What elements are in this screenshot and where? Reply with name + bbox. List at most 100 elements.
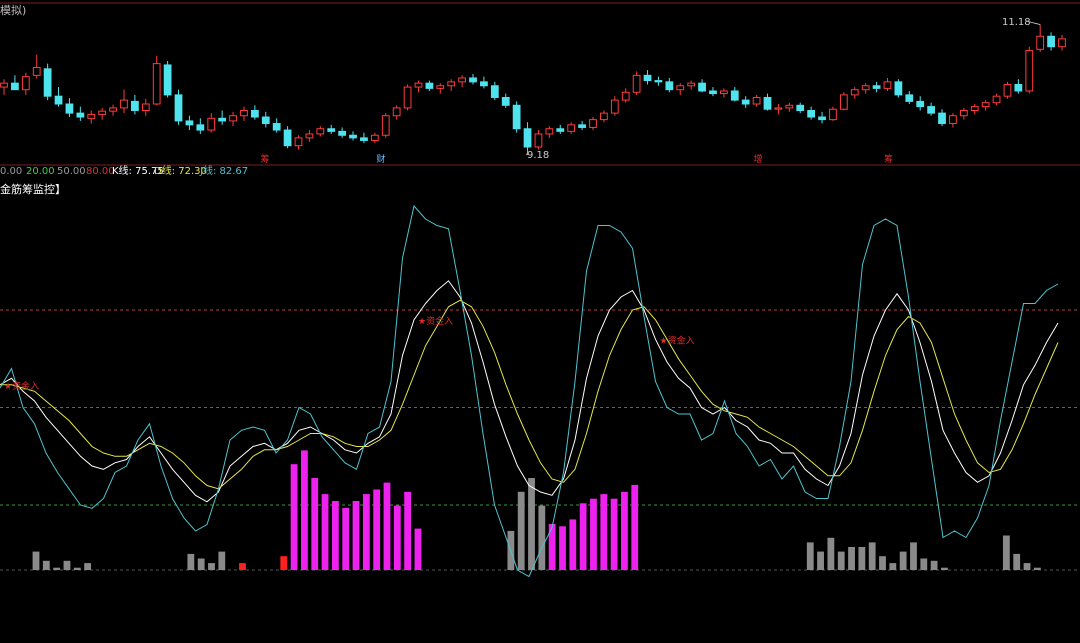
histogram-bar (941, 567, 948, 570)
histogram-bar (73, 567, 81, 570)
candle-body (120, 99, 128, 109)
histogram-bar (197, 558, 205, 570)
candle-body (534, 133, 543, 148)
candle-body (1025, 50, 1034, 92)
histogram-bar (817, 551, 824, 570)
candle-body (185, 120, 194, 126)
histogram-bar (600, 494, 608, 570)
price-panel-title: 模拟) (0, 3, 26, 17)
histogram-bar (32, 551, 40, 570)
histogram-bar (631, 484, 639, 570)
histogram-bar (187, 553, 195, 570)
candle-body (829, 108, 837, 121)
event-marker: 筹 (884, 153, 893, 165)
signal-annotations: ★资金入 ★资金入 ★资金入 (4, 315, 695, 392)
candle-body (610, 99, 619, 114)
histogram-bar (404, 491, 412, 570)
candle-body (938, 112, 946, 125)
k-line-readout: K线: 75.75 (112, 164, 164, 177)
histogram-bar (362, 494, 370, 570)
candle-body (949, 115, 957, 125)
candle-body (730, 90, 739, 101)
candle-body (218, 117, 227, 122)
candle-body (294, 137, 303, 147)
histogram-bar (311, 478, 319, 570)
high-price-label: 11.18 (1002, 17, 1031, 28)
histogram-bar (910, 542, 917, 570)
histogram-series (32, 450, 1041, 570)
histogram-bar (280, 556, 288, 570)
candle-body (578, 124, 586, 128)
candle-body (981, 102, 990, 108)
candle-body (131, 100, 139, 112)
histogram-bar (1002, 535, 1010, 570)
candle-body (349, 134, 357, 139)
candle-body (76, 112, 85, 118)
candle-body (687, 82, 696, 87)
histogram-bar (239, 563, 246, 570)
histogram-bar (569, 519, 577, 570)
candle-body (43, 68, 52, 97)
histogram-bar (414, 528, 422, 570)
candle-body (196, 124, 205, 131)
histogram-bar (331, 501, 339, 570)
candle-body (338, 130, 347, 136)
candle-body (370, 134, 379, 141)
histogram-bar (621, 491, 628, 570)
histogram-bar (218, 551, 226, 570)
fund-inflow-signal: ★资金入 (418, 315, 453, 327)
candle-body (785, 104, 794, 109)
candle-body (600, 112, 608, 121)
histogram-bar (300, 450, 308, 570)
event-marker: 筹 (260, 153, 269, 165)
candle-body (32, 67, 41, 76)
candle-body (174, 94, 183, 122)
histogram-bar (848, 547, 855, 570)
candle-body (360, 137, 368, 141)
high-pointer (1025, 20, 1041, 25)
histogram-bar (1013, 553, 1021, 570)
candle-body (927, 106, 935, 114)
histogram-bar (84, 563, 92, 570)
candle-body (512, 104, 521, 130)
histogram-bar (868, 542, 876, 570)
histogram-bar (889, 563, 897, 570)
candle-body (436, 85, 445, 89)
candle-body (796, 104, 805, 112)
histogram-bar (352, 501, 360, 570)
candle-body (403, 86, 412, 109)
candle-body (327, 128, 336, 132)
histogram-bar (827, 537, 835, 570)
histogram-bar (579, 503, 587, 570)
histogram-bar (42, 560, 50, 570)
candle-body (425, 82, 434, 89)
candle-body (839, 94, 848, 110)
candle-body (490, 85, 499, 98)
candle-body (621, 91, 630, 101)
histogram-bar (858, 547, 866, 570)
histogram-bar (930, 560, 938, 570)
histogram-bar (321, 494, 329, 570)
candle-body (916, 100, 925, 108)
candle-body (1047, 35, 1055, 48)
histogram-bar (208, 563, 215, 570)
histogram-bar (837, 551, 845, 570)
candle-body (458, 77, 466, 83)
candle-body (305, 133, 314, 139)
candle-body (894, 81, 903, 96)
level-0-label: 0.00 (0, 166, 22, 177)
k-line (0, 280, 1059, 503)
histogram-bar (548, 524, 556, 570)
histogram-bar (383, 482, 391, 570)
candle-body (807, 110, 816, 118)
candle-body (850, 89, 859, 96)
candle-body (676, 85, 685, 91)
histogram-bar (373, 489, 381, 570)
candle-body (719, 90, 728, 95)
event-markers: 筹财增筹 (260, 153, 893, 165)
histogram-bar (290, 464, 298, 570)
candle-body (741, 99, 750, 105)
candle-body (872, 85, 881, 89)
event-marker: 增 (753, 153, 762, 165)
histogram-bar (1023, 563, 1031, 570)
